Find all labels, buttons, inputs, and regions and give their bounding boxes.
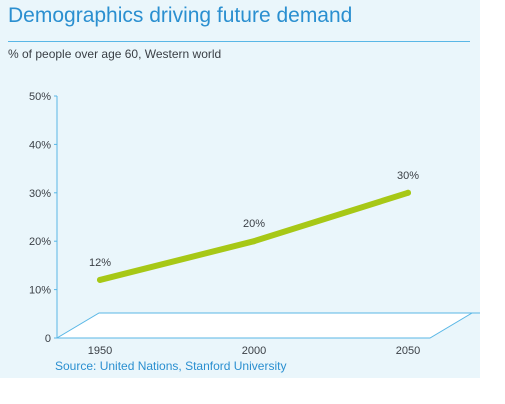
x-tick-label: 2050	[396, 345, 420, 357]
chart-floor	[55, 312, 474, 339]
y-tick-label: 40%	[29, 139, 51, 151]
y-tick-label: 30%	[29, 188, 51, 200]
y-tick-label: 20%	[29, 236, 51, 248]
y-tick-label: 10%	[29, 285, 51, 297]
y-tick-label: 50%	[29, 91, 51, 103]
data-point	[97, 276, 103, 283]
chart-subtitle: % of people over age 60, Western world	[8, 47, 222, 61]
data-label: 30%	[397, 170, 419, 182]
data-label: 12%	[89, 257, 111, 269]
title-divider	[8, 41, 470, 42]
data-point	[405, 189, 411, 196]
y-tick-label: 0	[45, 333, 51, 345]
source-note: Source: United Nations, Stanford Univers…	[55, 359, 287, 373]
x-tick-label: 2000	[242, 345, 266, 357]
chart-marks: 12% 20% 30%	[89, 170, 419, 283]
data-point	[251, 238, 257, 245]
x-tick-label: 1950	[88, 345, 112, 357]
chart-axes: 0 10% 20% 30% 40% 50% 1950 2000 2050	[29, 91, 480, 357]
data-label: 20%	[243, 218, 265, 230]
series-line	[97, 189, 411, 283]
chart-title: Demographics driving future demand	[8, 4, 353, 27]
